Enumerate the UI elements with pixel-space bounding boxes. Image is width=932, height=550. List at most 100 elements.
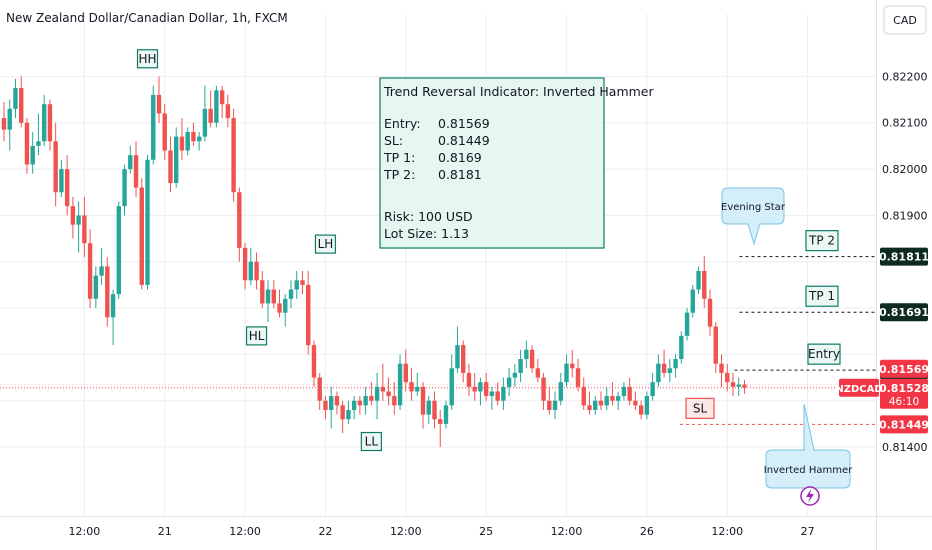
currency-button[interactable]: CAD — [883, 5, 927, 35]
candle-body — [1, 118, 7, 130]
candle-body — [219, 90, 225, 105]
candle-body — [47, 104, 53, 142]
level-label-entry: Entry — [807, 343, 841, 365]
candle-body — [736, 384, 741, 387]
candle-body — [41, 104, 47, 142]
candle-body — [145, 159, 150, 285]
candle-body — [265, 289, 271, 304]
level-label-text: Entry — [808, 347, 840, 361]
swing-label-lh: LH — [314, 234, 337, 254]
level-label-box — [805, 230, 839, 252]
countdown-text: 46:10 — [889, 396, 919, 408]
candle-body — [191, 132, 196, 142]
candle-body — [541, 377, 546, 401]
price-tag-box — [880, 303, 928, 322]
candle-body — [185, 132, 190, 151]
trade-info-key: SL: — [384, 133, 403, 148]
trade-info-lot-size: Lot Size: 1.13 — [384, 226, 469, 241]
price-tag-text: 0.81691 — [879, 306, 929, 319]
candle-body — [369, 396, 374, 401]
lightning-icon[interactable] — [800, 486, 820, 506]
candle-body — [529, 349, 535, 369]
x-tick-label: 12:00 — [390, 525, 422, 538]
candle-body — [225, 104, 231, 119]
candle-body — [306, 284, 311, 346]
level-label-sl: SL — [685, 397, 715, 419]
inverted-hammer-callout: Inverted Hammer — [764, 403, 853, 489]
candle-body — [19, 87, 24, 123]
symbol-tag-box — [839, 378, 879, 397]
candle-body — [483, 382, 489, 397]
y-tick-label: 0.82100 — [882, 117, 928, 130]
trade-info-value: 0.81569 — [438, 116, 490, 131]
trade-info-box: Trend Reversal Indicator: Inverted Hamme… — [379, 77, 654, 249]
x-tick-label: 12:00 — [229, 525, 261, 538]
candle-body — [684, 312, 690, 336]
candle-body — [99, 266, 104, 276]
swing-label-box — [136, 49, 159, 69]
candle-body — [644, 396, 650, 415]
candle-body — [294, 280, 299, 290]
candle-body — [593, 400, 598, 410]
candle-body — [386, 391, 391, 397]
candle-body — [403, 363, 408, 383]
candle-body — [598, 400, 604, 406]
swing-label-hl: HL — [245, 326, 268, 346]
candle-body — [248, 261, 254, 281]
candle-body — [122, 169, 127, 207]
x-tick-label: 26 — [640, 525, 654, 538]
evening-star-text: Evening Star — [721, 202, 786, 213]
candle-body — [70, 206, 76, 225]
candle-body — [409, 382, 414, 392]
lightning-icon-bolt — [806, 489, 814, 503]
trade-info-key: Entry: — [384, 116, 421, 131]
level-label-tp2: TP 2 — [805, 230, 839, 252]
price-tag-text: 0.81569 — [879, 363, 929, 376]
y-tick-label: 0.81400 — [882, 441, 928, 454]
candle-body — [87, 243, 93, 299]
x-tick-label: 27 — [801, 525, 815, 538]
candle-body — [725, 372, 730, 383]
price-tag-tp1: 0.81691 — [879, 303, 929, 322]
trade-info-risk: Risk: 100 USD — [384, 209, 473, 224]
candle-body — [13, 87, 18, 109]
x-tick-label: 12:00 — [551, 525, 583, 538]
candle-body — [547, 400, 552, 410]
swing-label-text: LH — [318, 237, 334, 251]
candle-body — [334, 396, 340, 406]
trade-info-key: TP 2: — [383, 167, 415, 182]
candle-body — [564, 363, 569, 383]
candle-body — [174, 136, 179, 183]
candle-body — [702, 270, 707, 299]
candle-body — [128, 155, 133, 170]
candle-body — [214, 90, 219, 123]
candle-body — [64, 169, 70, 207]
x-tick-label: 12:00 — [69, 525, 101, 538]
trade-info-box-bg — [379, 77, 605, 249]
candle-body — [679, 335, 684, 360]
candle-body — [518, 359, 523, 373]
candle-body — [93, 275, 99, 299]
candle-body — [501, 386, 506, 401]
candle-body — [719, 363, 724, 373]
candle-body — [455, 345, 460, 369]
price-tag-sl: 0.81449 — [879, 415, 929, 434]
trade-info-key: TP 1: — [383, 150, 415, 165]
candle-body — [627, 386, 632, 401]
candle-body — [231, 118, 236, 193]
candle-body — [300, 280, 305, 285]
y-tick-label: 0.82200 — [882, 70, 928, 83]
candle-body — [30, 145, 35, 165]
candle-body — [426, 400, 431, 415]
candle-body — [713, 326, 718, 364]
candle-body — [288, 289, 294, 299]
swing-label-text: HL — [249, 329, 265, 343]
candle-body — [420, 386, 426, 415]
level-label-text: TP 2 — [808, 234, 835, 248]
candle-body — [690, 289, 695, 313]
candle-body — [552, 400, 558, 410]
swing-label-box — [245, 326, 268, 346]
swing-label-text: HH — [138, 52, 156, 66]
